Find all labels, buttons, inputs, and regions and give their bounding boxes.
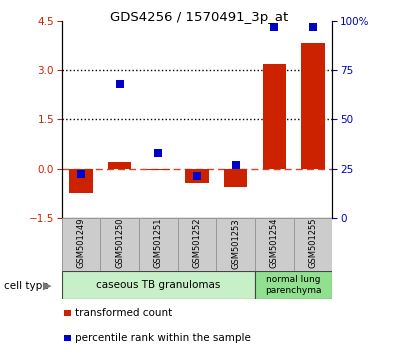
Text: GSM501249: GSM501249 bbox=[76, 218, 86, 268]
Point bbox=[78, 172, 84, 177]
Point bbox=[232, 162, 239, 167]
Bar bbox=[255, 271, 332, 299]
Bar bbox=[69, 169, 93, 193]
Point bbox=[271, 24, 277, 30]
Text: percentile rank within the sample: percentile rank within the sample bbox=[75, 333, 251, 343]
Text: GSM501254: GSM501254 bbox=[270, 218, 279, 268]
Text: GSM501255: GSM501255 bbox=[308, 218, 318, 268]
Bar bbox=[139, 218, 178, 271]
Text: ▶: ▶ bbox=[43, 281, 51, 291]
Bar bbox=[185, 169, 209, 183]
Bar bbox=[224, 169, 247, 187]
Text: caseous TB granulomas: caseous TB granulomas bbox=[96, 280, 220, 290]
Bar bbox=[108, 162, 131, 169]
Text: normal lung
parenchyma: normal lung parenchyma bbox=[265, 275, 322, 295]
Bar bbox=[255, 218, 294, 271]
Text: cell type: cell type bbox=[4, 281, 49, 291]
Text: GSM501252: GSM501252 bbox=[193, 218, 201, 268]
Bar bbox=[263, 64, 286, 169]
Text: GSM501250: GSM501250 bbox=[115, 218, 124, 268]
Bar bbox=[147, 169, 170, 170]
Bar bbox=[62, 271, 255, 299]
Bar bbox=[62, 218, 100, 271]
Text: GDS4256 / 1570491_3p_at: GDS4256 / 1570491_3p_at bbox=[110, 11, 288, 24]
Bar bbox=[178, 218, 217, 271]
Point bbox=[117, 81, 123, 87]
Point bbox=[194, 173, 200, 179]
Point bbox=[310, 24, 316, 30]
Text: GSM501253: GSM501253 bbox=[231, 218, 240, 269]
Bar bbox=[294, 218, 332, 271]
Text: GSM501251: GSM501251 bbox=[154, 218, 163, 268]
Text: transformed count: transformed count bbox=[75, 308, 172, 318]
Bar bbox=[301, 42, 325, 169]
Point bbox=[155, 150, 162, 156]
Bar bbox=[217, 218, 255, 271]
Bar bbox=[100, 218, 139, 271]
